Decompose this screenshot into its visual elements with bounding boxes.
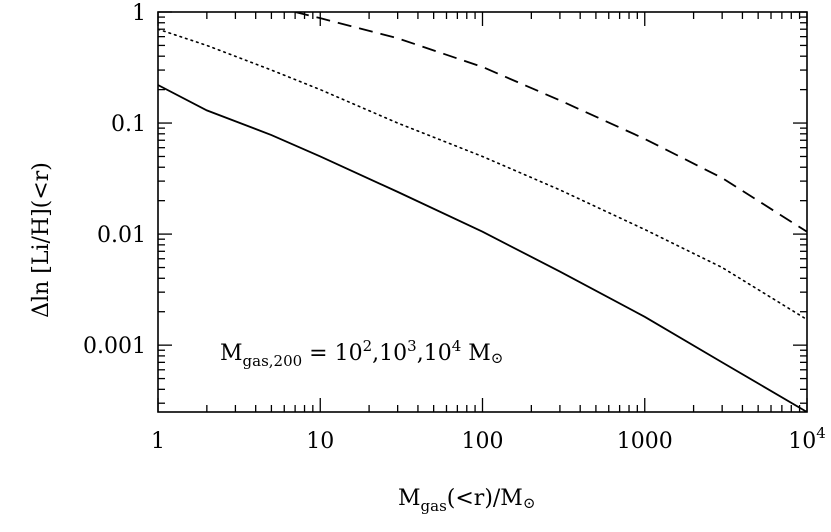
y-tick-label: 1 — [132, 1, 146, 26]
series-line-solid — [158, 84, 807, 412]
x-tick-label: 100 — [462, 429, 504, 454]
y-tick-label: 0.1 — [111, 112, 146, 137]
x-tick-label: 1000 — [617, 429, 673, 454]
x-axis-label: Mgas(<r)/M⊙ — [398, 486, 535, 515]
x-tick-label: 104 — [788, 424, 826, 454]
x-tick-label: 10 — [306, 429, 334, 454]
axis-ticks — [157, 11, 808, 412]
y-tick-label: 0.01 — [97, 223, 146, 248]
y-axis-label: Δln [Li/H](<r) — [29, 162, 54, 318]
series-line-dotted — [158, 28, 807, 321]
x-tick-label: 1 — [151, 429, 165, 454]
axis-labels: 1 10 100 1000 104 1 0.1 0.01 0.001 — [83, 1, 826, 454]
series-line-dashed — [294, 12, 807, 233]
annotation-text: Mgas,200 = 102,103,104 M⊙ — [220, 337, 503, 370]
series-lines — [158, 12, 807, 412]
y-tick-label: 0.001 — [83, 334, 146, 359]
